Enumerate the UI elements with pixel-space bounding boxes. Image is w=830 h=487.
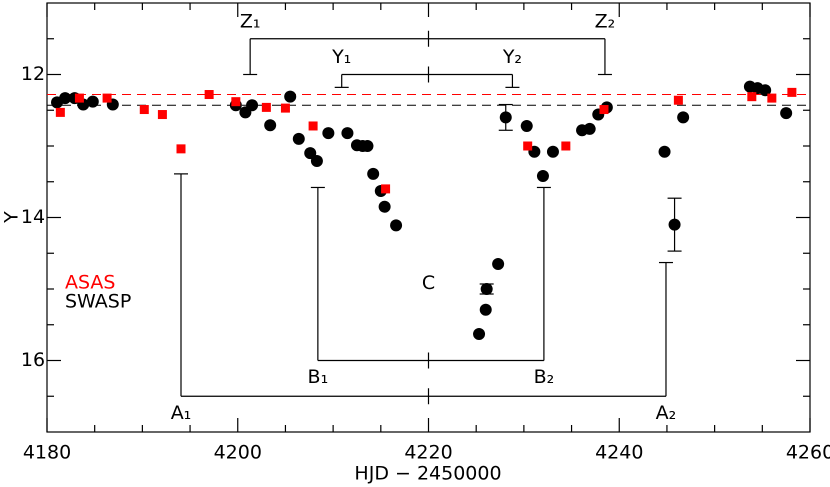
legend-label: ASAS [65,272,115,294]
bracket-label: Y₁ [331,46,351,68]
bracket-label: A₁ [171,402,192,424]
data-point [261,102,271,112]
data-point [367,167,380,180]
data-point [499,111,512,124]
data-point [536,170,549,183]
data-point [231,97,241,107]
data-point [264,119,277,132]
bracket-label: Z₁ [240,10,261,32]
x-tick-label: 4220 [404,442,452,464]
data-point [677,111,690,124]
data-point [304,147,317,160]
bracket-label: Y₂ [502,46,522,68]
data-point [378,200,391,213]
data-point [102,93,112,103]
data-point [86,95,99,108]
data-point [310,155,323,168]
data-point [759,84,772,97]
data-point [284,90,297,103]
data-point [479,303,492,316]
data-point [480,283,493,295]
bracket-label: B₁ [308,366,329,388]
x-tick-label: 4200 [214,442,262,464]
data-point [473,328,486,341]
bracket-label: A₂ [656,402,677,424]
data-point [561,141,571,151]
y-axis-label: Y [1,211,23,224]
data-point [322,127,335,140]
data-point [390,219,403,232]
x-axis-label: HJD − 2450000 [354,463,501,485]
data-point [361,140,374,152]
data-point [176,144,186,154]
data-point [583,122,596,135]
data-point [59,92,72,105]
data-point [292,132,305,145]
y-tick-label: 16 [21,349,45,371]
y-tick-label: 14 [21,206,45,228]
data-point [658,145,671,158]
data-point [523,141,533,151]
data-point [780,107,793,120]
data-point [520,119,533,132]
bracket-label: Z₂ [595,10,616,32]
data-point [673,95,683,105]
data-point [492,257,505,270]
data-point [767,93,777,103]
x-tick-label: 4260 [786,442,830,464]
data-point [280,103,290,113]
data-point [668,218,681,231]
legend-label: SWASP [65,291,131,313]
y-tick-label: 12 [21,63,45,85]
data-point [308,121,318,131]
data-point [74,93,84,103]
data-point [747,92,757,102]
data-point [341,127,354,140]
data-point [246,99,259,112]
x-tick-label: 4240 [595,442,643,464]
data-point [546,145,559,158]
bracket-label: B₂ [534,366,555,388]
data-point [787,87,797,97]
data-point [599,105,609,115]
data-point [157,110,167,120]
data-point [204,90,214,100]
x-tick-label: 4180 [23,442,71,464]
data-point [139,105,149,115]
annotation: C [422,272,435,294]
data-point [381,184,391,194]
data-point [55,107,65,117]
